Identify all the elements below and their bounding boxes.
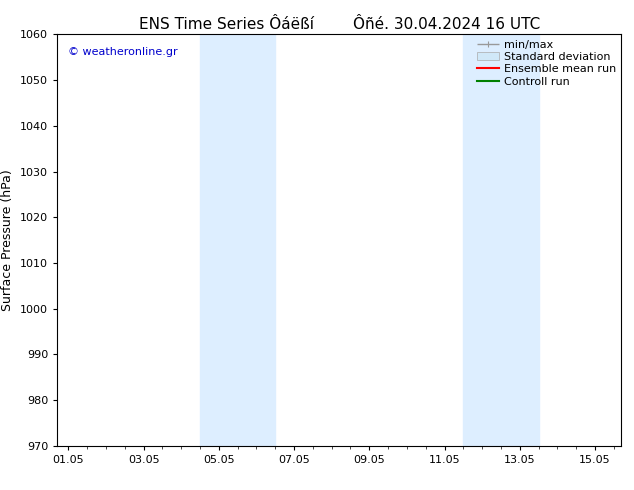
Y-axis label: Surface Pressure (hPa): Surface Pressure (hPa) — [1, 169, 15, 311]
Title: ENS Time Series Ôáëßí        Ôñé. 30.04.2024 16 UTC: ENS Time Series Ôáëßí Ôñé. 30.04.2024 16… — [139, 17, 540, 32]
Bar — [463, 34, 538, 446]
Bar — [200, 34, 275, 446]
Text: © weatheronline.gr: © weatheronline.gr — [68, 47, 178, 57]
Legend: min/max, Standard deviation, Ensemble mean run, Controll run: min/max, Standard deviation, Ensemble me… — [474, 37, 619, 90]
